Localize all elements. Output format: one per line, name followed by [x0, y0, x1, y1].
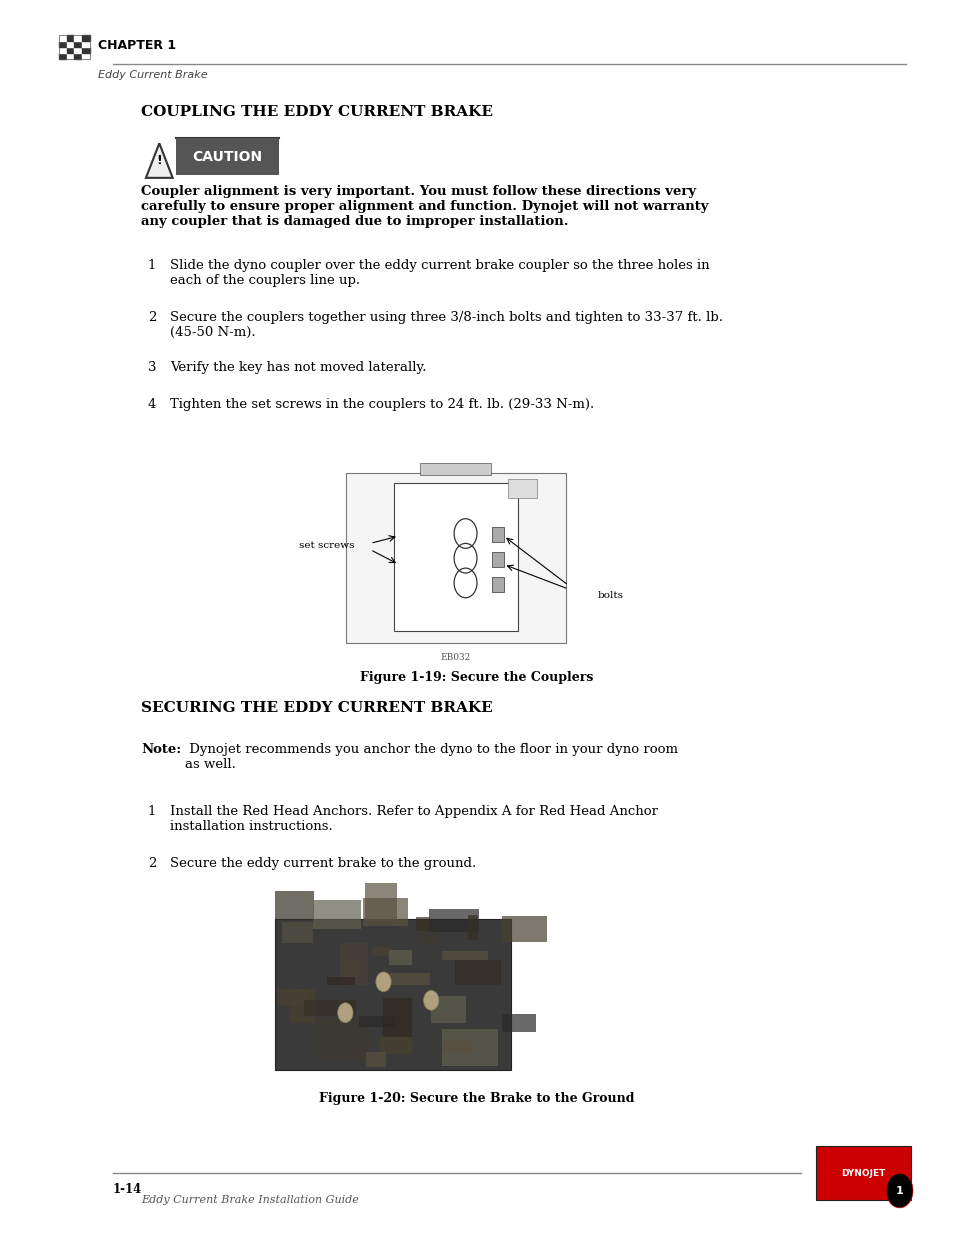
- Text: Note:: Note:: [141, 743, 181, 757]
- Text: set screws: set screws: [298, 541, 354, 551]
- Text: 1-14: 1-14: [112, 1183, 142, 1197]
- Text: 4: 4: [148, 398, 156, 411]
- FancyBboxPatch shape: [442, 1039, 473, 1052]
- FancyBboxPatch shape: [492, 552, 503, 567]
- FancyBboxPatch shape: [428, 909, 478, 931]
- FancyBboxPatch shape: [492, 577, 503, 592]
- FancyBboxPatch shape: [389, 950, 412, 966]
- FancyBboxPatch shape: [380, 1036, 412, 1055]
- Bar: [74, 47, 82, 53]
- FancyBboxPatch shape: [358, 1015, 395, 1028]
- FancyBboxPatch shape: [431, 997, 465, 1023]
- Circle shape: [337, 1003, 353, 1023]
- Text: 1: 1: [148, 805, 156, 819]
- FancyBboxPatch shape: [326, 977, 355, 986]
- FancyBboxPatch shape: [372, 947, 392, 956]
- Text: 2: 2: [148, 311, 156, 325]
- Text: CAUTION: CAUTION: [192, 149, 262, 164]
- FancyBboxPatch shape: [282, 921, 313, 942]
- FancyBboxPatch shape: [419, 463, 491, 475]
- Bar: [67, 53, 74, 59]
- Text: Dynojet recommends you anchor the dyno to the floor in your dyno room
as well.: Dynojet recommends you anchor the dyno t…: [185, 743, 678, 772]
- FancyBboxPatch shape: [468, 915, 477, 940]
- Text: Slide the dyno coupler over the eddy current brake coupler so the three holes in: Slide the dyno coupler over the eddy cur…: [170, 259, 709, 288]
- FancyBboxPatch shape: [175, 138, 278, 175]
- Text: Figure 1-19: Secure the Couplers: Figure 1-19: Secure the Couplers: [360, 671, 593, 684]
- Bar: [67, 35, 74, 41]
- Text: Verify the key has not moved laterally.: Verify the key has not moved laterally.: [170, 361, 426, 374]
- Text: Eddy Current Brake Installation Guide: Eddy Current Brake Installation Guide: [141, 1195, 358, 1205]
- FancyBboxPatch shape: [366, 1052, 386, 1067]
- Bar: [59, 35, 90, 59]
- Text: bolts: bolts: [597, 590, 622, 600]
- FancyBboxPatch shape: [815, 1146, 910, 1200]
- Bar: [59, 47, 67, 53]
- Text: COUPLING THE EDDY CURRENT BRAKE: COUPLING THE EDDY CURRENT BRAKE: [141, 105, 493, 119]
- FancyBboxPatch shape: [502, 1014, 536, 1031]
- FancyBboxPatch shape: [441, 951, 488, 960]
- Text: 1: 1: [148, 259, 156, 273]
- Circle shape: [423, 990, 438, 1010]
- Bar: [74, 35, 82, 41]
- Circle shape: [885, 1173, 912, 1208]
- Bar: [82, 35, 90, 41]
- Bar: [74, 53, 82, 59]
- FancyBboxPatch shape: [303, 999, 356, 1016]
- FancyBboxPatch shape: [363, 898, 407, 926]
- Text: Figure 1-20: Secure the Brake to the Ground: Figure 1-20: Secure the Brake to the Gro…: [319, 1092, 634, 1105]
- Text: Coupler alignment is very important. You must follow these directions very
caref: Coupler alignment is very important. You…: [141, 185, 708, 228]
- Bar: [59, 53, 67, 59]
- FancyBboxPatch shape: [394, 483, 517, 631]
- Text: 1: 1: [895, 1186, 902, 1195]
- Bar: [67, 47, 74, 53]
- FancyBboxPatch shape: [314, 1018, 370, 1060]
- Bar: [82, 53, 90, 59]
- FancyBboxPatch shape: [313, 900, 360, 930]
- Text: EB032: EB032: [440, 653, 471, 662]
- FancyBboxPatch shape: [274, 919, 511, 1070]
- FancyBboxPatch shape: [346, 473, 565, 643]
- FancyBboxPatch shape: [508, 479, 537, 498]
- FancyBboxPatch shape: [387, 973, 430, 984]
- Text: DYNOJET: DYNOJET: [841, 1168, 884, 1178]
- Text: Tighten the set screws in the couplers to 24 ft. lb. (29-33 N-m).: Tighten the set screws in the couplers t…: [170, 398, 594, 411]
- Bar: [59, 35, 67, 41]
- FancyBboxPatch shape: [382, 998, 412, 1036]
- FancyBboxPatch shape: [418, 924, 436, 944]
- FancyBboxPatch shape: [274, 892, 314, 920]
- Text: CHAPTER 1: CHAPTER 1: [98, 38, 176, 52]
- FancyBboxPatch shape: [290, 989, 314, 1023]
- FancyBboxPatch shape: [442, 1030, 497, 1066]
- FancyBboxPatch shape: [339, 942, 367, 986]
- FancyBboxPatch shape: [343, 961, 359, 977]
- FancyBboxPatch shape: [278, 989, 307, 1005]
- FancyBboxPatch shape: [501, 916, 547, 942]
- Text: Secure the eddy current brake to the ground.: Secure the eddy current brake to the gro…: [170, 857, 476, 871]
- Text: 2: 2: [148, 857, 156, 871]
- Polygon shape: [146, 143, 172, 178]
- Bar: [59, 41, 67, 47]
- Text: Install the Red Head Anchors. Refer to Appendix A for Red Head Anchor
installati: Install the Red Head Anchors. Refer to A…: [170, 805, 658, 834]
- FancyBboxPatch shape: [492, 527, 503, 542]
- FancyBboxPatch shape: [365, 883, 396, 921]
- Circle shape: [375, 972, 391, 992]
- Text: !: !: [156, 154, 162, 167]
- Bar: [82, 47, 90, 53]
- Text: Eddy Current Brake: Eddy Current Brake: [98, 70, 208, 80]
- Text: SECURING THE EDDY CURRENT BRAKE: SECURING THE EDDY CURRENT BRAKE: [141, 701, 493, 715]
- FancyBboxPatch shape: [416, 918, 430, 931]
- Text: Secure the couplers together using three 3/8-inch bolts and tighten to 33-37 ft.: Secure the couplers together using three…: [170, 311, 722, 340]
- Bar: [74, 41, 82, 47]
- Text: 3: 3: [148, 361, 156, 374]
- FancyBboxPatch shape: [455, 961, 500, 986]
- Bar: [67, 41, 74, 47]
- Bar: [82, 41, 90, 47]
